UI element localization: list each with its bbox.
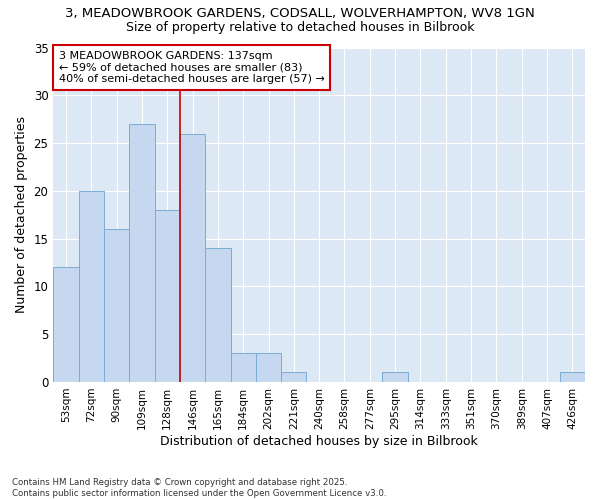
- Text: 3 MEADOWBROOK GARDENS: 137sqm
← 59% of detached houses are smaller (83)
40% of s: 3 MEADOWBROOK GARDENS: 137sqm ← 59% of d…: [59, 51, 325, 84]
- Bar: [256, 354, 281, 382]
- Bar: [230, 354, 256, 382]
- Bar: [53, 268, 79, 382]
- Bar: [104, 229, 129, 382]
- Y-axis label: Number of detached properties: Number of detached properties: [15, 116, 28, 313]
- Bar: [129, 124, 155, 382]
- Bar: [205, 248, 230, 382]
- Bar: [281, 372, 307, 382]
- X-axis label: Distribution of detached houses by size in Bilbrook: Distribution of detached houses by size …: [160, 434, 478, 448]
- Bar: [79, 191, 104, 382]
- Text: Contains HM Land Registry data © Crown copyright and database right 2025.
Contai: Contains HM Land Registry data © Crown c…: [12, 478, 386, 498]
- Bar: [560, 372, 585, 382]
- Bar: [382, 372, 408, 382]
- Bar: [155, 210, 180, 382]
- Text: 3, MEADOWBROOK GARDENS, CODSALL, WOLVERHAMPTON, WV8 1GN: 3, MEADOWBROOK GARDENS, CODSALL, WOLVERH…: [65, 8, 535, 20]
- Text: Size of property relative to detached houses in Bilbrook: Size of property relative to detached ho…: [126, 21, 474, 34]
- Bar: [180, 134, 205, 382]
